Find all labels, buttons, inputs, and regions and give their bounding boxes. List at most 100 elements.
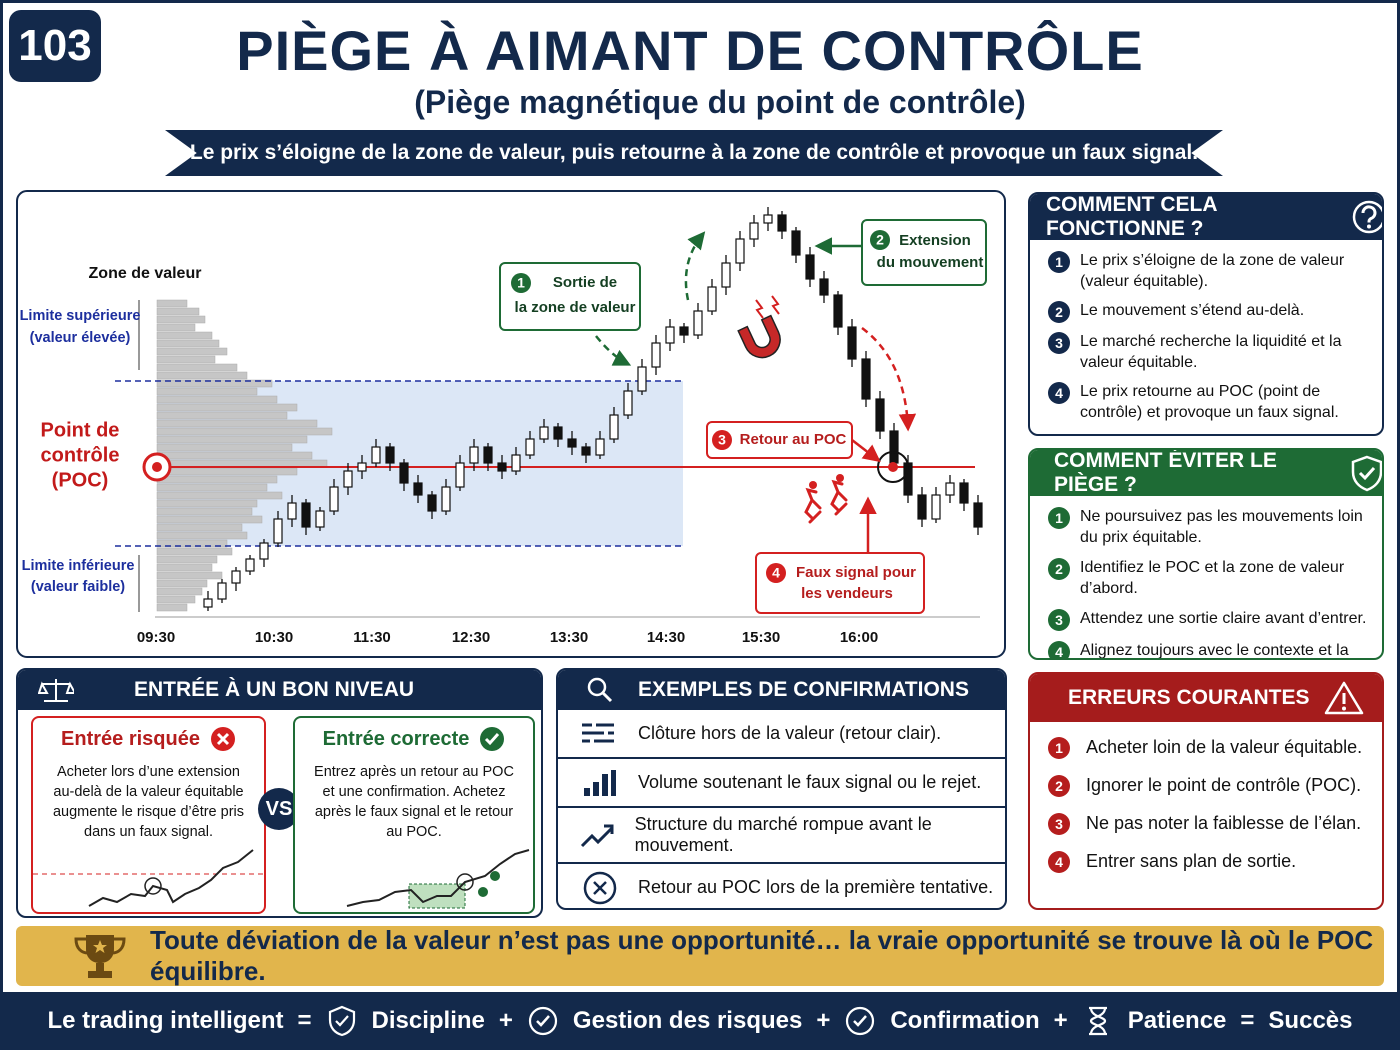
list-item: 2 Ignorer le point de contrôle (POC). xyxy=(1048,774,1368,797)
item-text: Alignez toujours avec le contexte et la … xyxy=(1080,642,1349,659)
candle-body xyxy=(217,582,227,600)
icon-shape xyxy=(1088,1006,1107,1036)
footer-item: Confirmation xyxy=(890,1007,1040,1034)
callout-number: 2 xyxy=(876,232,884,248)
callout-box xyxy=(499,262,641,331)
callout-box xyxy=(706,421,853,459)
volume-bar xyxy=(156,315,206,324)
candle-body xyxy=(553,426,563,440)
list-item: 2 Le mouvement s’étend au-delà. xyxy=(1048,300,1368,323)
correct-card: Entrée correcte Entrez après un retour a… xyxy=(293,716,535,914)
upper-limit-label: (valeur élevée) xyxy=(30,330,131,346)
candle-body xyxy=(805,254,815,280)
callout-text: Sortie de xyxy=(553,274,617,291)
item-text: Ignorer le point de contrôle (POC). xyxy=(1086,775,1362,795)
confirm-row: Clôture hors de la valeur (retour clair)… xyxy=(558,710,1005,759)
confirm-icon xyxy=(584,769,616,796)
volume-bar xyxy=(156,571,223,580)
callout-text: du mouvement xyxy=(877,254,984,271)
lower-limit-label: Limite inférieure xyxy=(22,558,135,574)
candle-body xyxy=(637,366,647,392)
footer-item: Succès xyxy=(1268,1007,1353,1034)
people-head xyxy=(836,474,844,482)
callout-number: 4 xyxy=(772,565,780,581)
card-text: Acheter lors d’une extension au-delà de … xyxy=(52,764,245,840)
footer: Le trading intelligent = Discipline + Gestio… xyxy=(0,992,1400,1050)
title: PIÈGE À AIMANT DE CONTRÔLE xyxy=(236,19,1144,82)
footer-icon xyxy=(846,1006,875,1036)
candle-body xyxy=(483,446,493,464)
trophy-icon xyxy=(74,935,126,978)
value-area-label: Zone de valeur xyxy=(89,265,202,282)
retest-marker xyxy=(877,451,909,483)
item-number: 3 xyxy=(1048,332,1070,354)
panel-header: EXEMPLES DE CONFIRMATIONS xyxy=(558,670,1005,710)
panel-title: COMMENT ÉVITER LE PIÈGE ? xyxy=(1054,449,1277,496)
candle-body xyxy=(315,510,325,528)
panel-title: EXEMPLES DE CONFIRMATIONS xyxy=(638,678,969,701)
candle-body xyxy=(861,358,871,400)
volume-bar xyxy=(156,339,220,348)
footer-item: Patience xyxy=(1127,1007,1227,1034)
callout-number: 3 xyxy=(718,432,726,448)
footer-item: = xyxy=(1240,1007,1255,1034)
item-number: 4 xyxy=(1048,641,1070,658)
candle-body xyxy=(413,482,423,496)
volume-bar xyxy=(156,363,238,372)
volume-bar xyxy=(156,555,218,564)
x-tick-label: 16:00 xyxy=(840,629,878,646)
candle-body xyxy=(567,438,577,448)
volume-bar xyxy=(156,491,283,500)
candle-body xyxy=(539,426,549,440)
banner: Le prix s’éloigne de la zone de valeur, … xyxy=(165,130,1223,176)
x-tick-label: 10:30 xyxy=(255,629,293,646)
people-head xyxy=(809,481,817,489)
item-text: Ne pas noter la faiblesse de l’élan. xyxy=(1086,813,1362,833)
quote-text: Toute déviation de la valeur n’est pas u… xyxy=(150,925,1374,986)
shield-icon xyxy=(1352,455,1382,492)
poc-marker-dot xyxy=(152,462,162,472)
candle-body xyxy=(329,486,339,512)
question-icon xyxy=(1352,200,1382,234)
volume-bar xyxy=(156,515,263,524)
candle-body xyxy=(287,502,297,520)
volume-bar xyxy=(156,443,293,452)
cross-icon xyxy=(210,727,235,751)
list-item: 1 Acheter loin de la valeur équitable. xyxy=(1048,736,1368,759)
callout-number-bg xyxy=(712,430,732,450)
check-icon xyxy=(480,727,505,751)
item-text: Attendez une sortie claire avant d’entre… xyxy=(1080,610,1367,627)
item-text: Entrer sans plan de sortie. xyxy=(1086,851,1297,871)
item-text: Le prix s’éloigne de la zone de valeur (… xyxy=(1080,252,1345,290)
poc-label: contrôle xyxy=(41,444,120,466)
callout-text: la zone de valeur xyxy=(515,299,636,316)
list-item: 2 Identifiez le POC et la zone de valeur … xyxy=(1048,557,1368,599)
magnet-spark xyxy=(755,295,780,319)
warning-icon xyxy=(1324,681,1363,715)
errors-panel: ERREURS COURANTES 1 Acheter loin de la va… xyxy=(1028,672,1384,910)
panel-header: COMMENT CELA FONCTIONNE ? xyxy=(1030,194,1382,240)
candle-body xyxy=(441,486,451,512)
item-number: 2 xyxy=(1048,558,1070,580)
footer-item: Discipline xyxy=(371,1007,485,1034)
candle-body xyxy=(273,518,283,544)
candle-body xyxy=(931,494,941,520)
volume-bar xyxy=(156,547,233,556)
list: 1 Ne poursuivez pas les mouvements loin d… xyxy=(1030,496,1382,659)
x-tick-label: 12:30 xyxy=(452,629,490,646)
icon-shape xyxy=(582,723,614,742)
candle-body xyxy=(847,326,857,360)
confirm-text: Retour au POC lors de la première tentat… xyxy=(638,877,994,897)
candle-body xyxy=(665,326,675,344)
item-number: 4 xyxy=(1048,382,1070,404)
list: 1 Le prix s’éloigne de la zone de valeur … xyxy=(1030,240,1382,423)
candle-body xyxy=(721,262,731,288)
callout-text: Extension xyxy=(899,232,971,249)
upper-limit-label: Limite supérieure xyxy=(20,308,141,324)
volume-bar xyxy=(156,307,200,316)
list: Clôture hors de la valeur (retour clair)… xyxy=(558,710,1005,908)
callout-box xyxy=(861,219,987,286)
confirm-row: Volume soutenant le faux signal ou le re… xyxy=(558,759,1005,808)
x-tick-label: 09:30 xyxy=(137,629,175,646)
item-text: Acheter loin de la valeur équitable. xyxy=(1086,737,1363,757)
